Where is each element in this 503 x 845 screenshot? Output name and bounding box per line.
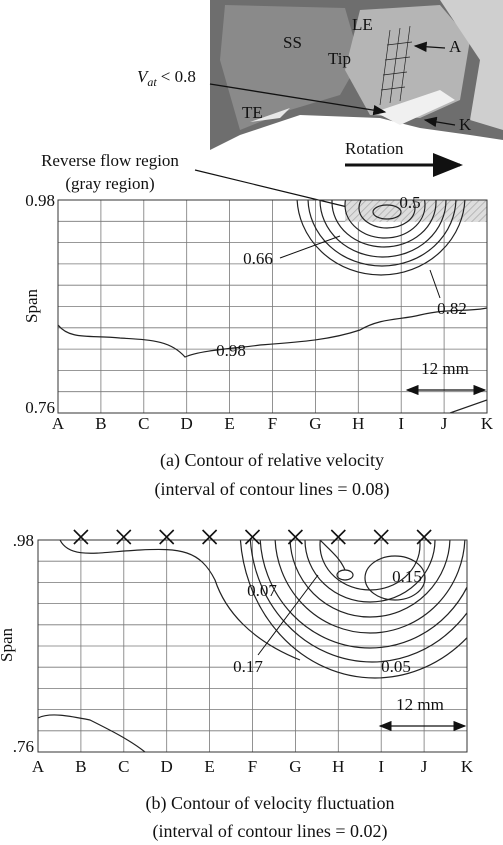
contour-label: 0.98	[216, 341, 246, 360]
x-tick-label: A	[32, 757, 45, 776]
x-tick-label: B	[75, 757, 86, 776]
x-tick-label: G	[309, 414, 321, 433]
x-tick-label: G	[289, 757, 301, 776]
y-tick-label: .98	[13, 531, 34, 550]
label-ss: SS	[283, 33, 302, 52]
label-a: A	[449, 37, 462, 56]
y-axis-label: Span	[22, 289, 41, 324]
label-tip: Tip	[328, 49, 351, 68]
reverse-flow-note: Reverse flow region	[41, 151, 179, 170]
caption: (interval of contour lines = 0.02)	[152, 821, 387, 842]
x-tick-label: I	[398, 414, 404, 433]
y-tick-label: .76	[13, 737, 34, 756]
x-tick-label: E	[224, 414, 234, 433]
x-tick-label: J	[441, 414, 448, 433]
scale-label: 12 mm	[396, 695, 444, 714]
contour-label: 0.15	[392, 567, 422, 586]
x-tick-label: A	[52, 414, 65, 433]
contour-label: 0.17	[233, 657, 263, 676]
contour-label: 0.66	[243, 249, 273, 268]
x-tick-label: E	[204, 757, 214, 776]
contour-label: 0.05	[381, 657, 411, 676]
caption: (b) Contour of velocity fluctuation	[146, 793, 395, 814]
x-tick-label: I	[378, 757, 384, 776]
x-tick-label: C	[118, 757, 129, 776]
x-tick-label: C	[138, 414, 149, 433]
x-tick-label: F	[268, 414, 277, 433]
label-te: TE	[242, 103, 263, 122]
x-tick-label: H	[332, 757, 344, 776]
rotation-label: Rotation	[345, 139, 404, 158]
label-k: K	[459, 115, 472, 134]
y-tick-label: 0.98	[25, 191, 55, 210]
contour-label: 0.82	[437, 299, 467, 318]
x-tick-label: H	[352, 414, 364, 433]
label-le: LE	[352, 15, 373, 34]
x-tick-label: K	[481, 414, 494, 433]
y-tick-label: 0.76	[25, 398, 55, 417]
reverse-flow-note: (gray region)	[65, 174, 154, 193]
vat-label: Vat< 0.8	[137, 67, 196, 89]
x-tick-label: F	[248, 757, 257, 776]
x-tick-label: B	[95, 414, 106, 433]
figure: SS LE Tip A TE K Vat< 0.8 Rotation Rever…	[0, 0, 503, 845]
x-tick-label: D	[161, 757, 173, 776]
caption: (a) Contour of relative velocity	[160, 450, 384, 471]
x-tick-label: D	[181, 414, 193, 433]
contour-label: 0.5	[399, 193, 420, 212]
x-tick-label: K	[461, 757, 474, 776]
x-tick-label: J	[421, 757, 428, 776]
caption: (interval of contour lines = 0.08)	[154, 479, 389, 500]
pointer	[195, 170, 368, 212]
scale-label: 12 mm	[421, 359, 469, 378]
y-axis-label: Span	[0, 628, 16, 663]
contour-label: 0.07	[247, 581, 277, 600]
